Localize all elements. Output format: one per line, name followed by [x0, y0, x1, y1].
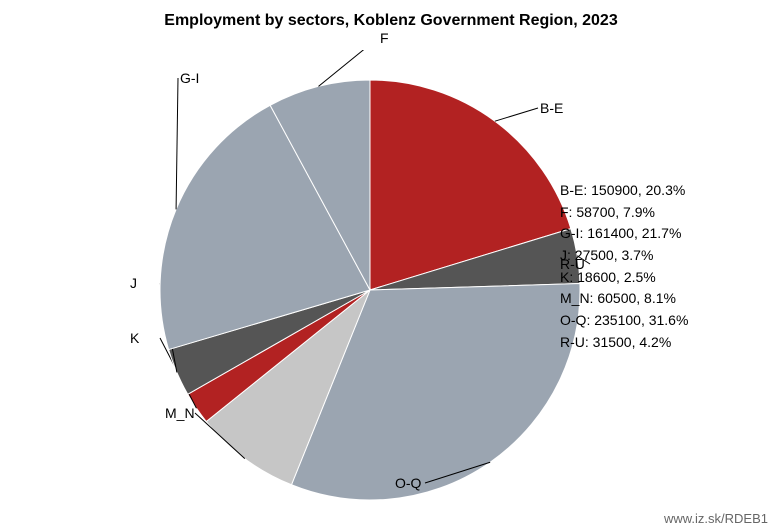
legend-item: R-U: 31500, 4.2%: [560, 332, 688, 354]
legend-item: M_N: 60500, 8.1%: [560, 288, 688, 310]
wedge-label-oq: O-Q: [395, 475, 421, 491]
wedge-label-j: J: [130, 275, 137, 291]
legend-item: O-Q: 235100, 31.6%: [560, 310, 688, 332]
chart-title: Employment by sectors, Koblenz Governmen…: [0, 12, 782, 30]
legend-item: F: 58700, 7.9%: [560, 202, 688, 224]
wedge-label-gi: G-I: [180, 70, 199, 86]
wedge-label-mn: M_N: [165, 405, 195, 421]
wedge-label-k: K: [130, 330, 139, 346]
legend: B-E: 150900, 20.3%F: 58700, 7.9%G-I: 161…: [560, 180, 688, 354]
wedge-label-f: F: [380, 30, 389, 46]
leader-line: [495, 108, 538, 121]
footer-link: www.iz.sk/RDEB1: [664, 511, 768, 526]
legend-item: B-E: 150900, 20.3%: [560, 180, 688, 202]
legend-item: K: 18600, 2.5%: [560, 267, 688, 289]
legend-item: J: 27500, 3.7%: [560, 245, 688, 267]
wedge-label-be: B-E: [540, 100, 563, 116]
legend-item: G-I: 161400, 21.7%: [560, 223, 688, 245]
leader-line: [176, 78, 178, 209]
